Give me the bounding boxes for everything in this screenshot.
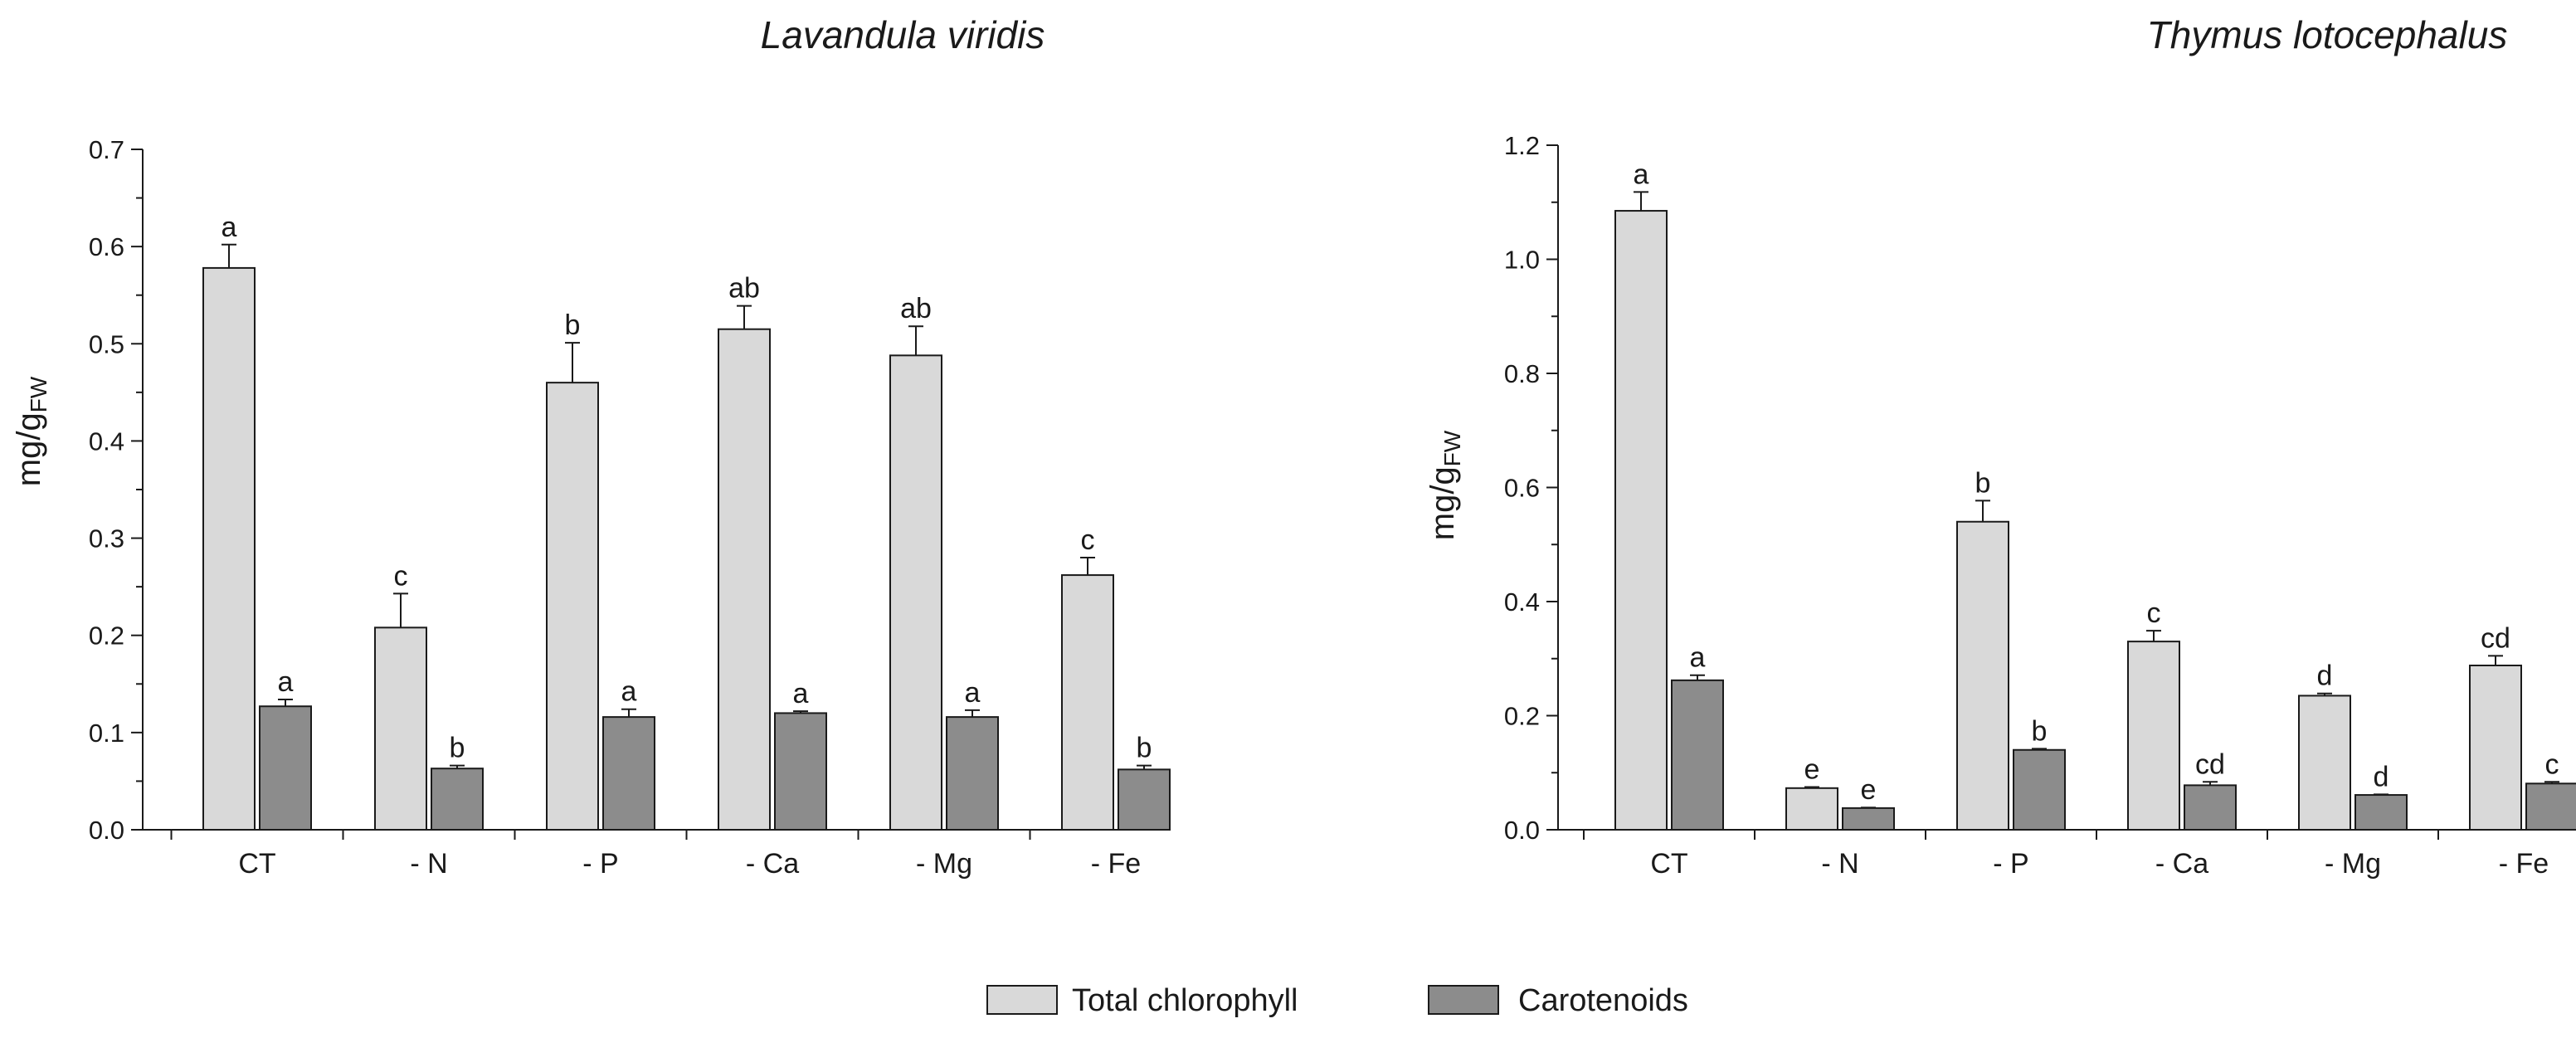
- y-axis: 0.0 0.1 0.2 0.3 0.4 0.5 0.6 0.7: [89, 135, 144, 845]
- significance-label: b: [2032, 715, 2048, 747]
- bar-total-chlorophyll: [889, 354, 942, 831]
- significance-label: c: [2545, 748, 2559, 780]
- significance-label: a: [222, 212, 237, 243]
- bar-group: a a e e b b c cd d d cd c: [1614, 158, 2576, 831]
- x-tick-label: - Ca: [2155, 848, 2208, 880]
- bar-total-chlorophyll: [1785, 787, 1838, 831]
- x-tick-label: CT: [1650, 848, 1687, 880]
- bar-carotenoids: [1118, 768, 1171, 831]
- x-tick-label: - Mg: [2325, 848, 2381, 880]
- y-tick-label: 0.2: [1504, 702, 1540, 731]
- chart-panel-thymus: Thymus lotocephalus mg/gFW 0.00.20.40.60…: [1424, 13, 2576, 880]
- x-tick-label: - Fe: [1091, 848, 1141, 880]
- significance-label: ab: [900, 293, 932, 324]
- bar-carotenoids: [2525, 782, 2576, 831]
- y-tick-label: 0.1: [89, 719, 124, 748]
- bar-carotenoids: [431, 768, 484, 831]
- x-axis: CT - N - P - Ca - Mg - Fe: [143, 829, 1153, 880]
- y-tick-label: 0.6: [89, 232, 124, 261]
- bar-total-chlorophyll: [2469, 665, 2522, 831]
- significance-label: b: [1975, 467, 1991, 499]
- y-tick-label: 0.4: [89, 426, 124, 456]
- y-tick-label: 1.0: [1504, 246, 1540, 275]
- bar-total-chlorophyll: [1061, 574, 1114, 831]
- bar-carotenoids: [602, 716, 655, 831]
- svg-text:mg/gFW: mg/gFW: [11, 376, 51, 486]
- x-axis: CT - N - P - Ca - Mg - Fe: [1558, 829, 2558, 880]
- y-tick-label: 0.4: [1504, 587, 1540, 617]
- y-axis: 0.0 0.2 0.4 0.6 0.8 1.0 1.2: [1504, 131, 1559, 845]
- legend-swatch-total-chlorophyll: [986, 985, 1058, 1015]
- x-tick-label: - N: [410, 848, 447, 880]
- bar-total-chlorophyll: [2298, 695, 2351, 831]
- bar-carotenoids: [1842, 807, 1895, 831]
- bar-total-chlorophyll: [202, 266, 256, 831]
- y-tick-label: 0.5: [89, 329, 124, 358]
- bar-total-chlorophyll: [1614, 210, 1668, 831]
- chart-title: Lavandula viridis: [761, 13, 1045, 56]
- bar-total-chlorophyll: [1956, 520, 2009, 831]
- x-tick-label: - Mg: [916, 848, 972, 880]
- y-tick-label: 0.2: [89, 621, 124, 651]
- bar-carotenoids: [259, 705, 312, 831]
- y-axis-label-main: mg/g: [1424, 466, 1461, 540]
- legend-swatch-carotenoids: [1428, 985, 1499, 1015]
- bar-total-chlorophyll: [546, 382, 599, 831]
- chart-title: Thymus lotocephalus: [2147, 13, 2508, 56]
- bar-carotenoids: [2184, 784, 2237, 831]
- y-tick-label: 0.0: [1504, 816, 1540, 845]
- x-tick-label: - P: [1993, 848, 2028, 880]
- bar-group: a a c b b a ab a ab a c b: [202, 212, 1171, 831]
- bar-carotenoids: [774, 712, 827, 831]
- significance-label: a: [793, 678, 809, 709]
- x-tick-label: - Fe: [2499, 848, 2549, 880]
- significance-label: b: [450, 733, 465, 764]
- significance-label: b: [1137, 733, 1152, 764]
- significance-label: cd: [2195, 748, 2225, 780]
- svg-text:mg/gFW: mg/gFW: [1424, 430, 1465, 540]
- significance-label: a: [1634, 158, 1649, 190]
- y-axis-label-main: mg/g: [11, 412, 47, 486]
- bar-total-chlorophyll: [2127, 641, 2180, 831]
- legend: Total chlorophyll Carotenoids: [986, 983, 1688, 1018]
- significance-label: c: [2147, 597, 2161, 629]
- significance-label: e: [1861, 774, 1877, 806]
- bar-carotenoids: [2354, 794, 2408, 831]
- legend-label-carotenoids: Carotenoids: [1518, 983, 1688, 1018]
- significance-label: a: [965, 677, 981, 709]
- y-axis-label: mg/gFW: [11, 376, 51, 486]
- y-axis-label-sub: FW: [26, 376, 51, 412]
- significance-label: c: [1081, 524, 1095, 556]
- significance-label: ab: [728, 273, 760, 305]
- significance-label: cd: [2481, 622, 2510, 654]
- significance-label: a: [1690, 642, 1706, 674]
- x-tick-label: - Ca: [746, 848, 799, 880]
- chart-panel-lavandula: Lavandula viridis mg/gFW 0.0 0.1 0.2 0.3 0.4…: [11, 13, 1171, 880]
- bar-carotenoids: [1671, 679, 1724, 831]
- x-tick-label: - P: [582, 848, 618, 880]
- x-tick-label: CT: [238, 848, 275, 880]
- y-axis-label-sub: FW: [1439, 430, 1465, 466]
- y-tick-label: 0.6: [1504, 474, 1540, 503]
- significance-label: b: [565, 309, 581, 341]
- bar-total-chlorophyll: [374, 626, 427, 831]
- y-tick-label: 0.7: [89, 135, 124, 164]
- bar-total-chlorophyll: [718, 328, 771, 831]
- significance-label: a: [621, 676, 637, 708]
- legend-label-total-chlorophyll: Total chlorophyll: [1072, 983, 1298, 1018]
- bar-carotenoids: [946, 716, 999, 831]
- significance-label: d: [2317, 660, 2333, 692]
- y-tick-label: 1.2: [1504, 131, 1540, 160]
- x-tick-label: - N: [1821, 848, 1858, 880]
- y-tick-label: 0.3: [89, 524, 124, 553]
- y-tick-label: 0.8: [1504, 359, 1540, 388]
- significance-label: a: [278, 666, 294, 698]
- bar-carotenoids: [2013, 748, 2066, 831]
- significance-label: e: [1804, 753, 1820, 785]
- y-axis-label: mg/gFW: [1424, 430, 1465, 540]
- significance-label: d: [2374, 761, 2389, 792]
- significance-label: c: [394, 560, 408, 592]
- y-tick-label: 0.0: [89, 816, 124, 845]
